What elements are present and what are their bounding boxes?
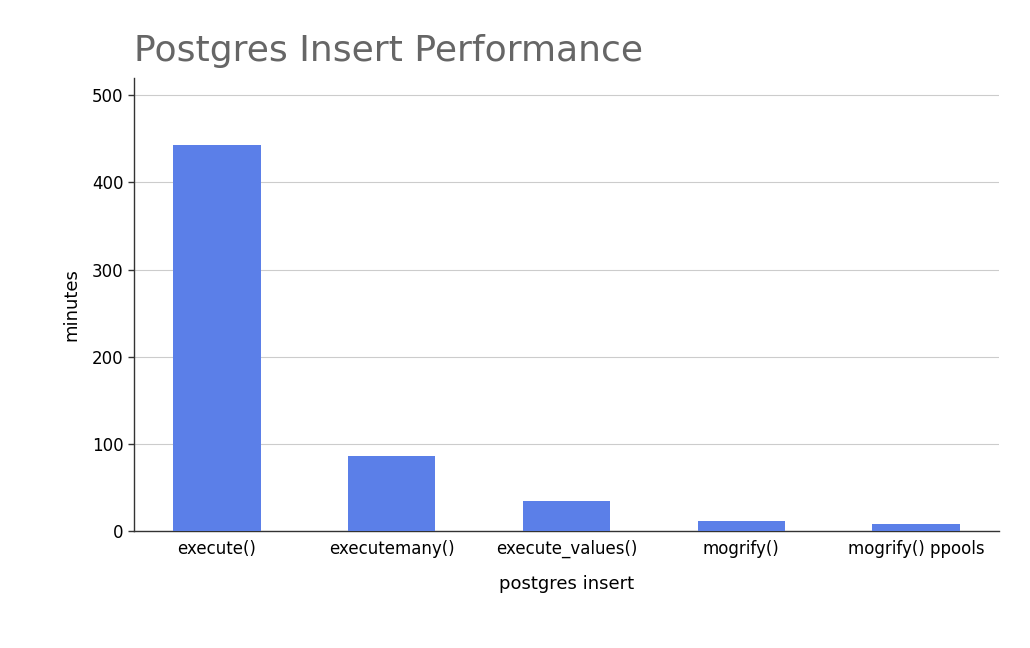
Text: Postgres Insert Performance: Postgres Insert Performance <box>134 34 643 68</box>
X-axis label: postgres insert: postgres insert <box>499 575 634 593</box>
Y-axis label: minutes: minutes <box>63 268 80 341</box>
Bar <box>872 524 960 531</box>
Bar <box>697 521 785 531</box>
Bar <box>173 145 261 531</box>
Bar <box>348 456 436 531</box>
Bar <box>523 501 610 531</box>
